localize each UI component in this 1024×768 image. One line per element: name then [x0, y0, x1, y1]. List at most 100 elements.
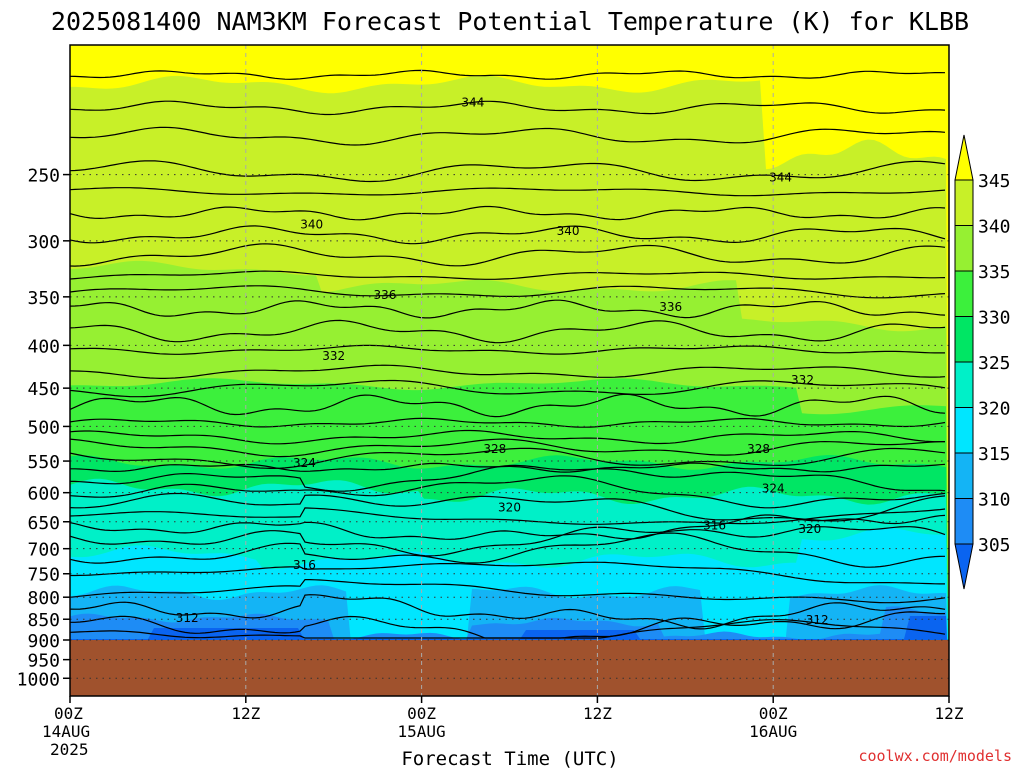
plot-frame: [69, 44, 950, 697]
contour-label: 340: [557, 224, 580, 238]
colorbar-segment: [954, 316, 974, 363]
contour-label: 328: [483, 442, 506, 456]
contour-label: 316: [293, 558, 316, 572]
contour-line-16: [70, 417, 946, 428]
contour-line-32: [70, 618, 946, 639]
contour-label: 316: [703, 519, 726, 533]
colorbar-segment: [954, 179, 974, 226]
y-tick-label: 500: [27, 417, 60, 438]
colorbar-label: 330: [978, 308, 1011, 329]
contour-label: 320: [498, 501, 521, 515]
x-tick-label: 12Z: [231, 704, 260, 723]
colorbar-label: 340: [978, 217, 1011, 238]
colorbar-segment: [954, 361, 974, 408]
contour-line-12: [70, 344, 945, 355]
colorbar-top-arrow: [954, 134, 974, 181]
x-tick-date: 16AUG: [749, 722, 797, 741]
contour-line-13: [70, 364, 946, 379]
contour-line-27: [70, 532, 946, 568]
contour-label: 344: [769, 170, 792, 184]
contour-line-21: [70, 464, 946, 492]
colorbar-segment: [954, 270, 974, 317]
contour-label: 336: [659, 300, 682, 314]
colorbar-label: 310: [978, 490, 1011, 511]
y-tick-label: 900: [27, 631, 60, 652]
contour-line-0: [70, 69, 946, 80]
contour-label: 344: [461, 95, 484, 109]
y-tick-label: 650: [27, 513, 60, 534]
x-tick-label: 00Z: [54, 704, 83, 723]
below-ground-region: [70, 640, 949, 696]
y-tick-label: 450: [27, 379, 60, 400]
contour-label: 324: [762, 481, 785, 495]
y-tick-label: 700: [27, 540, 60, 561]
contour-line-17: [70, 429, 946, 445]
y-tick-label: 350: [27, 288, 60, 309]
contour-line-6: [70, 225, 946, 245]
x-tick-label: 12Z: [583, 704, 612, 723]
colorbar-segment: [954, 452, 974, 499]
contour-line-11: [70, 319, 946, 344]
x-tick-year: 2025: [50, 740, 89, 759]
contour-labels: 344 344 340 340 336 336 332 332 328 328 324 324 320 3…: [176, 95, 829, 627]
colorbar-bottom-arrow: [954, 543, 974, 590]
x-tick-label: 12Z: [935, 704, 964, 723]
contour-label: 328: [747, 442, 770, 456]
y-tick-label: 800: [27, 588, 60, 609]
y-tick-label: 600: [27, 484, 60, 505]
contour-line-14: [70, 379, 946, 398]
colorbar-label: 335: [978, 262, 1011, 283]
x-tick-date: 14AUG: [42, 722, 90, 741]
colorbar-label: 315: [978, 444, 1011, 465]
x-tick-label: 00Z: [407, 704, 436, 723]
contour-label: 320: [798, 522, 821, 536]
contour-line-3: [70, 160, 946, 183]
contour-line-25: [70, 514, 946, 540]
colorbar-segment: [954, 498, 974, 545]
contour-label: 336: [374, 288, 397, 302]
contour-line-1: [70, 100, 946, 116]
colorbar-label: 345: [978, 171, 1011, 192]
plot-area: 344 344 340 340 336 336 332 332 328 328 324 324 320 3…: [70, 45, 949, 696]
contour-line-5: [70, 205, 946, 221]
contour-label: 312: [176, 611, 199, 625]
contour-line-7: [70, 243, 946, 267]
y-tick-label: 950: [27, 651, 60, 672]
contour-line-18: [70, 438, 946, 458]
site-credit: coolwx.com/models: [858, 747, 1012, 765]
y-tick-label: 850: [27, 610, 60, 631]
contour-line-2: [70, 126, 946, 146]
y-tick-label: 300: [27, 232, 60, 253]
y-tick-label: 1000: [17, 669, 60, 690]
contour-line-26: [70, 526, 946, 557]
contour-line-30: [70, 594, 946, 630]
colorbar-segment: [954, 407, 974, 454]
contour-label: 312: [806, 613, 829, 627]
contour-label: 332: [791, 373, 814, 387]
contour-line-20: [70, 462, 946, 473]
y-tick-label: 750: [27, 565, 60, 586]
y-tick-label: 400: [27, 336, 60, 357]
contour-label: 332: [322, 349, 345, 363]
colorbar-label: 305: [978, 535, 1011, 556]
x-axis-title: Forecast Time (UTC): [401, 748, 618, 768]
contour-line-10: [70, 299, 946, 319]
y-tick-label: 250: [27, 166, 60, 187]
chart-title: 2025081400 NAM3KM Forecast Potential Tem…: [51, 7, 969, 36]
colorbar-legend: 345 340 335 330 325 320 315 310 305: [954, 134, 1011, 590]
contour-line-28: [70, 561, 945, 585]
colorbar-label: 325: [978, 353, 1011, 374]
contour-line-8: [70, 270, 946, 280]
contour-line-24: [70, 507, 946, 525]
colorbar-label: 320: [978, 399, 1011, 420]
colorbar-segment: [954, 225, 974, 272]
contour-label: 324: [293, 456, 316, 470]
x-tick-date: 15AUG: [398, 722, 446, 741]
x-tick-label: 00Z: [759, 704, 788, 723]
contour-lines: [70, 69, 946, 639]
contour-line-9: [70, 285, 946, 299]
temperature-bands: [70, 45, 949, 696]
contour-line-19: [70, 447, 946, 469]
